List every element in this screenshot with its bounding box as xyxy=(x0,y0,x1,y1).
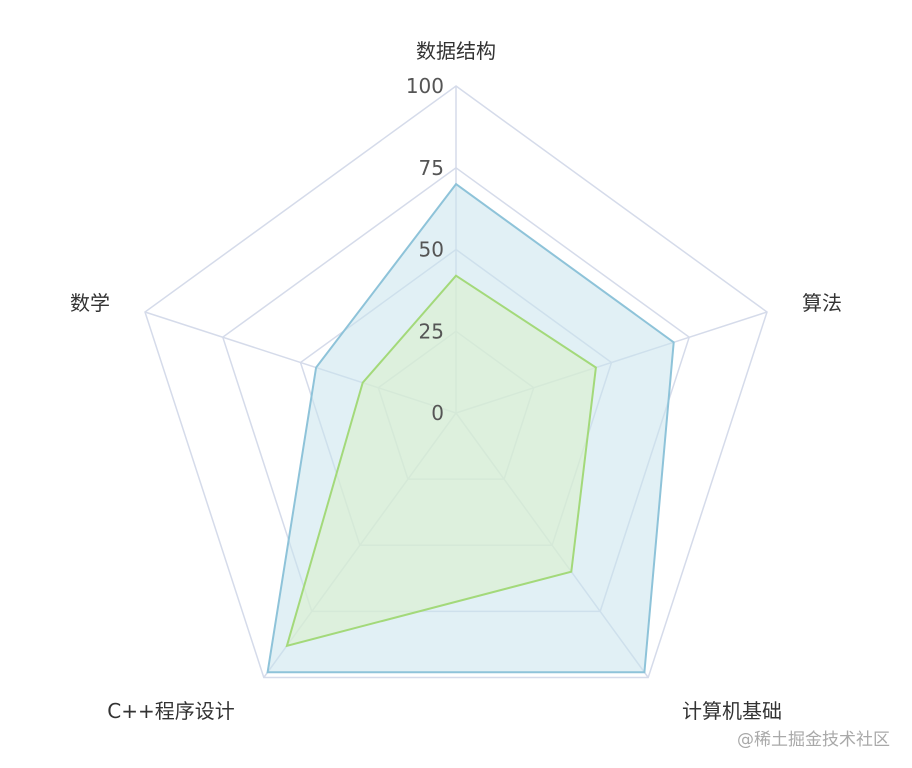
tick-label-75: 75 xyxy=(419,156,444,180)
axis-label-algorithms: 算法 xyxy=(802,291,842,315)
radar-series-1 xyxy=(285,274,597,648)
axis-label-computer-fundamentals: 计算机基础 xyxy=(682,699,782,723)
tick-label-0: 0 xyxy=(431,401,444,425)
radar-series-group xyxy=(266,182,675,674)
tick-label-50: 50 xyxy=(419,238,444,262)
watermark-text: @稀土掘金技术社区 xyxy=(737,730,890,750)
axis-label-data-structures: 数据结构 xyxy=(416,39,496,63)
axis-label-cpp-programming: C++程序设计 xyxy=(107,699,234,723)
tick-label-100: 100 xyxy=(406,74,444,98)
axis-label-mathematics: 数学 xyxy=(70,291,110,315)
radar-tick-labels: 0 25 50 75 100 xyxy=(406,74,444,425)
radar-grid-ring-4 xyxy=(144,85,768,679)
tick-label-25: 25 xyxy=(419,319,444,343)
radar-axis-labels: 数据结构 算法 计算机基础 C++程序设计 数学 xyxy=(70,39,842,723)
